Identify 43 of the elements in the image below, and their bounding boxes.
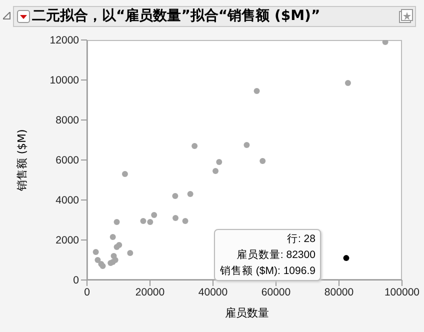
x-tick-label: 100000 (384, 286, 420, 298)
point (344, 80, 351, 86)
annotation: 销售额 ($M): 1096.9 (220, 264, 316, 279)
annotation: 雇员数量: 82300 (235, 248, 316, 263)
y-tick-label: 6000 (56, 154, 80, 167)
point (122, 171, 128, 177)
point (182, 218, 188, 224)
y-tick-label: 0 (73, 274, 80, 287)
point (92, 249, 99, 255)
point (192, 143, 198, 149)
point (151, 212, 158, 218)
y-tick-label: 8000 (56, 114, 80, 127)
point (110, 253, 117, 259)
y-axis-title: 销售额 ($M) (14, 129, 30, 191)
y-tick-label: 2000 (56, 234, 80, 247)
x-tick-label: 20000 (135, 286, 165, 298)
x-axis-title: 雇员数量 (225, 306, 269, 320)
x-tick-label: 60000 (261, 286, 291, 298)
point (343, 255, 350, 262)
x-tick-label: 80000 (324, 286, 354, 298)
point (212, 168, 219, 174)
point (147, 219, 154, 225)
point (114, 219, 120, 225)
point (260, 158, 266, 164)
point (382, 40, 388, 45)
point (187, 191, 194, 197)
point (127, 250, 134, 256)
point (172, 193, 178, 199)
point (116, 242, 122, 248)
point (244, 142, 250, 148)
point (172, 215, 179, 221)
point (110, 234, 116, 240)
x-tick-label: 0 (84, 286, 90, 298)
x-tick-label: 40000 (198, 286, 228, 298)
point (94, 257, 101, 263)
point (140, 218, 146, 224)
y-tick-label: 12000 (50, 34, 80, 47)
chart-title: 二元拟合，以“雇员数量”拟合“销售额 ($M)” (32, 7, 320, 26)
annotation: 行: 28 (286, 232, 316, 247)
y-tick-label: 10000 (50, 74, 80, 87)
point (216, 159, 222, 165)
point (254, 88, 260, 94)
y-tick-label: 4000 (56, 194, 80, 207)
